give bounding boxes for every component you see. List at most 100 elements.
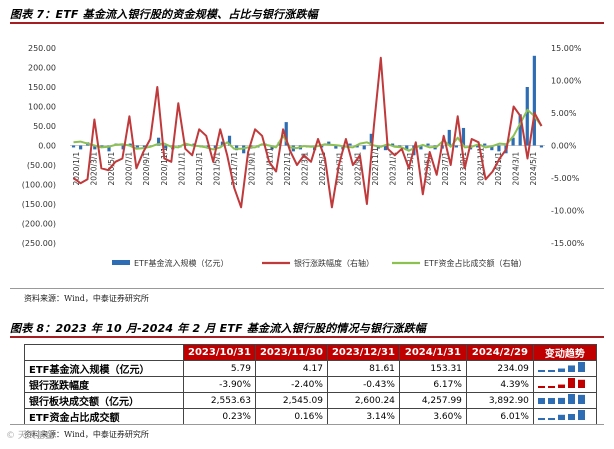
left-tick-label: (200.00) bbox=[22, 220, 56, 229]
x-tick-label: 2022/11/1 bbox=[371, 147, 380, 186]
bar bbox=[227, 135, 232, 146]
figure7-title-rule bbox=[10, 22, 604, 24]
legend-swatch-bar bbox=[112, 260, 130, 265]
figure7-chart: 250.00 200.00 150.00 100.00 50.00 0.00 (50.00)… bbox=[22, 44, 585, 268]
figure8-title: 图表 8：2023 年 10 月-2024 年 2 月 ETF 基金流入银行股的… bbox=[10, 322, 427, 335]
bar bbox=[461, 127, 466, 146]
table-cell: 0.23% bbox=[183, 408, 256, 425]
x-tick-label: 2023/9/1 bbox=[459, 152, 468, 186]
x-tick-label: 2022/3/1 bbox=[301, 152, 310, 186]
sparkbar bbox=[537, 418, 545, 420]
bar bbox=[334, 145, 338, 149]
header-cell: 2024/2/29 bbox=[465, 344, 534, 361]
sparkbar-svg bbox=[537, 362, 585, 372]
table-row: ETF资金占比成交额 0.23% 0.16% 3.14% 3.60% 6.01% bbox=[24, 408, 597, 425]
x-tick-label: 2021/9/1 bbox=[248, 152, 257, 186]
sparkbar bbox=[577, 362, 585, 372]
sparkbar bbox=[567, 394, 575, 404]
left-tick-label: (150.00) bbox=[22, 200, 56, 209]
bar bbox=[270, 145, 274, 150]
left-tick-label: 200.00 bbox=[28, 64, 56, 73]
row-label: 银行涨跌幅度 bbox=[24, 376, 184, 393]
sparkbar bbox=[567, 378, 575, 388]
sparkbar bbox=[577, 410, 585, 420]
etf-share-line bbox=[73, 108, 543, 152]
bank-change-line bbox=[72, 56, 543, 209]
left-tick-label: 50.00 bbox=[33, 122, 56, 131]
table-cell: 4.17 bbox=[254, 360, 328, 377]
x-tick-label: 2021/1/1 bbox=[177, 152, 186, 186]
x-tick-label: 2020/5/1 bbox=[107, 152, 116, 186]
bar bbox=[447, 129, 451, 146]
x-tick-label: 2020/7/1 bbox=[125, 152, 134, 186]
x-tick-label: 2020/1/1 bbox=[72, 152, 81, 186]
trend-sparkbar bbox=[532, 392, 597, 409]
table-cell: 234.09 bbox=[465, 360, 534, 377]
bar bbox=[135, 145, 139, 148]
x-tick-label: 2022/7/1 bbox=[336, 152, 345, 186]
left-tick-label: 250.00 bbox=[28, 44, 56, 53]
x-tick-label: 2020/11/1 bbox=[160, 147, 169, 186]
table-row: ETF基金流入规模（亿元） 5.79 4.17 81.61 153.31 234.09 bbox=[24, 360, 597, 377]
sparkbar bbox=[557, 384, 565, 388]
sparkbar bbox=[547, 386, 555, 388]
right-tick-label: 15.00% bbox=[551, 44, 582, 53]
x-tick-label: 2021/7/1 bbox=[230, 152, 239, 186]
table-row: 银行板块成交额（亿元） 2,553.63 2,545.09 2,600.24 4,257… bbox=[24, 392, 597, 409]
sparkbar bbox=[557, 368, 565, 372]
row-label: 银行板块成交额（亿元） bbox=[24, 392, 184, 409]
sparkbar bbox=[547, 398, 555, 404]
bar bbox=[79, 145, 83, 150]
table-cell: 3.60% bbox=[398, 408, 467, 425]
left-tick-label: 150.00 bbox=[28, 83, 56, 92]
x-tick-label: 2020/3/1 bbox=[89, 152, 98, 186]
x-tick-label: 2023/11/1 bbox=[476, 147, 485, 186]
figure7-source: 资料来源：Wind，中泰证券研究所 bbox=[24, 294, 149, 303]
bar bbox=[497, 145, 501, 152]
right-tick-label: -5.00% bbox=[551, 174, 580, 183]
table-cell: 3,892.90 bbox=[465, 392, 534, 409]
bar bbox=[93, 145, 97, 150]
sparkbar-svg bbox=[537, 410, 585, 420]
figure7-source-rule bbox=[10, 288, 604, 289]
table-cell: 2,553.63 bbox=[183, 392, 256, 409]
table-cell: 5.79 bbox=[183, 360, 256, 377]
bar bbox=[476, 145, 480, 148]
x-tick-label: 2021/5/1 bbox=[213, 152, 222, 186]
trend-sparkbar bbox=[532, 408, 597, 425]
row-label: ETF基金流入规模（亿元） bbox=[24, 360, 184, 377]
legend-label: ETF基金流入规模（亿元） bbox=[134, 258, 229, 268]
bar bbox=[121, 145, 125, 150]
sparkbar bbox=[537, 370, 545, 372]
sparkbar bbox=[537, 398, 545, 404]
x-tick-label: 2023/1/1 bbox=[388, 152, 397, 186]
header-cell: 2023/12/31 bbox=[326, 344, 400, 361]
table-cell: 153.31 bbox=[398, 360, 467, 377]
x-tick-label: 2022/1/1 bbox=[283, 152, 292, 186]
x-tick-label: 2021/3/1 bbox=[195, 152, 204, 186]
bar bbox=[128, 143, 132, 146]
table-cell: 0.16% bbox=[254, 408, 328, 425]
trend-sparkbar bbox=[532, 376, 597, 393]
sparkbar bbox=[537, 386, 545, 388]
bar bbox=[525, 87, 529, 146]
bar bbox=[157, 137, 161, 146]
right-tick-label: -10.00% bbox=[551, 207, 585, 216]
left-tick-label: (100.00) bbox=[22, 181, 56, 190]
header-cell: 2023/10/31 bbox=[183, 344, 256, 361]
sparkbar bbox=[547, 418, 555, 420]
sparkbar bbox=[547, 370, 555, 372]
sparkbar bbox=[567, 414, 575, 420]
sparkbar bbox=[557, 414, 565, 420]
bar bbox=[348, 143, 352, 146]
bar bbox=[71, 145, 76, 148]
bar bbox=[483, 143, 487, 146]
sparkbar bbox=[577, 394, 585, 404]
figure8-table: 2023/10/31 2023/11/30 2023/12/31 2024/1/… bbox=[24, 344, 597, 425]
bar bbox=[355, 145, 359, 148]
table-cell: -0.43% bbox=[326, 376, 400, 393]
left-tick-label: (250.00) bbox=[22, 239, 56, 248]
right-tick-label: 5.00% bbox=[551, 109, 577, 118]
bar bbox=[490, 145, 494, 151]
left-tick-label: 0.00 bbox=[38, 142, 56, 151]
